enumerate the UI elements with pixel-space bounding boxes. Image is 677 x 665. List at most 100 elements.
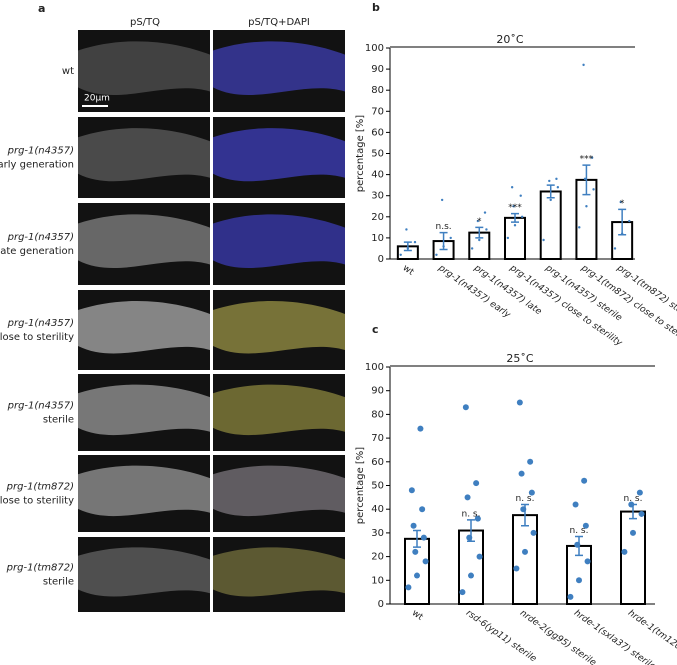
data-point [542,238,545,242]
data-point [630,529,636,536]
significance: *** [508,203,522,213]
data-point [449,236,452,240]
data-point [636,489,643,496]
data-point [513,224,517,227]
data-point [584,558,591,565]
tissue [78,41,210,96]
row-label: prg-1(n4357) [7,146,74,157]
data-point [578,226,581,229]
y-tick-label: 20 [371,552,384,563]
significance: n. s. [570,526,589,536]
row-label: prg-1(n4357) [7,401,74,412]
data-point [518,470,525,477]
data-point [417,425,424,432]
panel-letter: c [372,323,379,336]
significance: n. s. [516,494,535,504]
data-point [621,548,628,555]
data-point [528,489,535,496]
bar [512,514,538,605]
tissue [78,384,210,436]
y-tick-label: 10 [371,575,384,586]
data-point [410,522,417,529]
y-tick-label: 60 [371,127,384,138]
data-point [512,205,515,208]
error-bar [413,529,421,548]
data-point [638,510,645,517]
significance: * [477,217,482,227]
row-label: sterile [43,577,74,588]
data-point [530,529,537,536]
data-point [583,177,587,181]
data-point [567,593,574,600]
column-header: pS/TQ [130,17,160,28]
y-tick-label: 20 [371,212,384,223]
tissue [213,128,345,182]
y-tick-label: 30 [371,191,384,202]
data-point [414,572,420,579]
data-point [513,565,520,572]
row-label: late generation [0,246,74,257]
row-label: prg-1(tm872) [6,482,74,493]
bar [620,510,646,606]
y-tick-label: 0 [378,254,384,265]
column-header: pS/TQ+DAPI [248,17,310,28]
data-point [510,186,514,189]
chart-title: 20˚C [496,33,523,46]
tissue [213,41,345,96]
error-bar [403,241,412,252]
data-point [473,480,480,487]
y-axis-label: percentage [%] [355,115,366,193]
tissue [213,384,345,436]
error-bar [521,503,529,527]
row-label: close to sterility [0,332,74,343]
significance: n. s. [462,509,481,519]
significance: * [620,199,625,209]
data-point [592,188,595,191]
data-point [555,177,558,181]
data-point [413,240,417,244]
data-point [522,548,528,555]
y-tick-label: 50 [371,481,384,492]
data-point [399,253,402,256]
tissue [213,214,345,269]
error-bar [618,208,627,236]
row-label: wt [62,66,74,77]
data-point [576,577,582,584]
data-point [628,219,631,223]
y-tick-label: 60 [371,457,384,468]
data-point [476,219,480,223]
row-label: prg-1(n4357) [7,318,74,329]
data-point [582,522,589,529]
y-tick-label: 50 [371,149,384,160]
bar [539,190,562,260]
data-point [520,215,524,218]
tissue [78,301,210,354]
data-point [435,253,438,256]
tissue [213,301,345,354]
tissue [78,465,210,517]
row-label: early generation [0,160,74,171]
y-tick-label: 90 [371,64,384,75]
y-tick-label: 0 [378,599,384,610]
y-tick-label: 40 [371,170,384,181]
data-point [582,63,585,67]
tissue [213,547,345,597]
significance: n.s. [436,222,452,232]
data-point [516,399,523,406]
y-tick-label: 10 [371,233,384,244]
x-tick-label: wt [401,263,416,278]
data-point [412,548,419,555]
data-point [590,156,594,159]
significance: n. s. [624,494,643,504]
error-bar [439,231,448,251]
data-point [459,589,466,596]
row-label: prg-1(n4357) [7,232,74,243]
error-bar [467,519,475,542]
bar [404,537,430,606]
chart-title: 25˚C [506,352,533,365]
data-point [483,211,487,214]
error-bar [582,164,591,196]
data-point [548,179,551,183]
y-tick-label: 100 [365,43,384,54]
